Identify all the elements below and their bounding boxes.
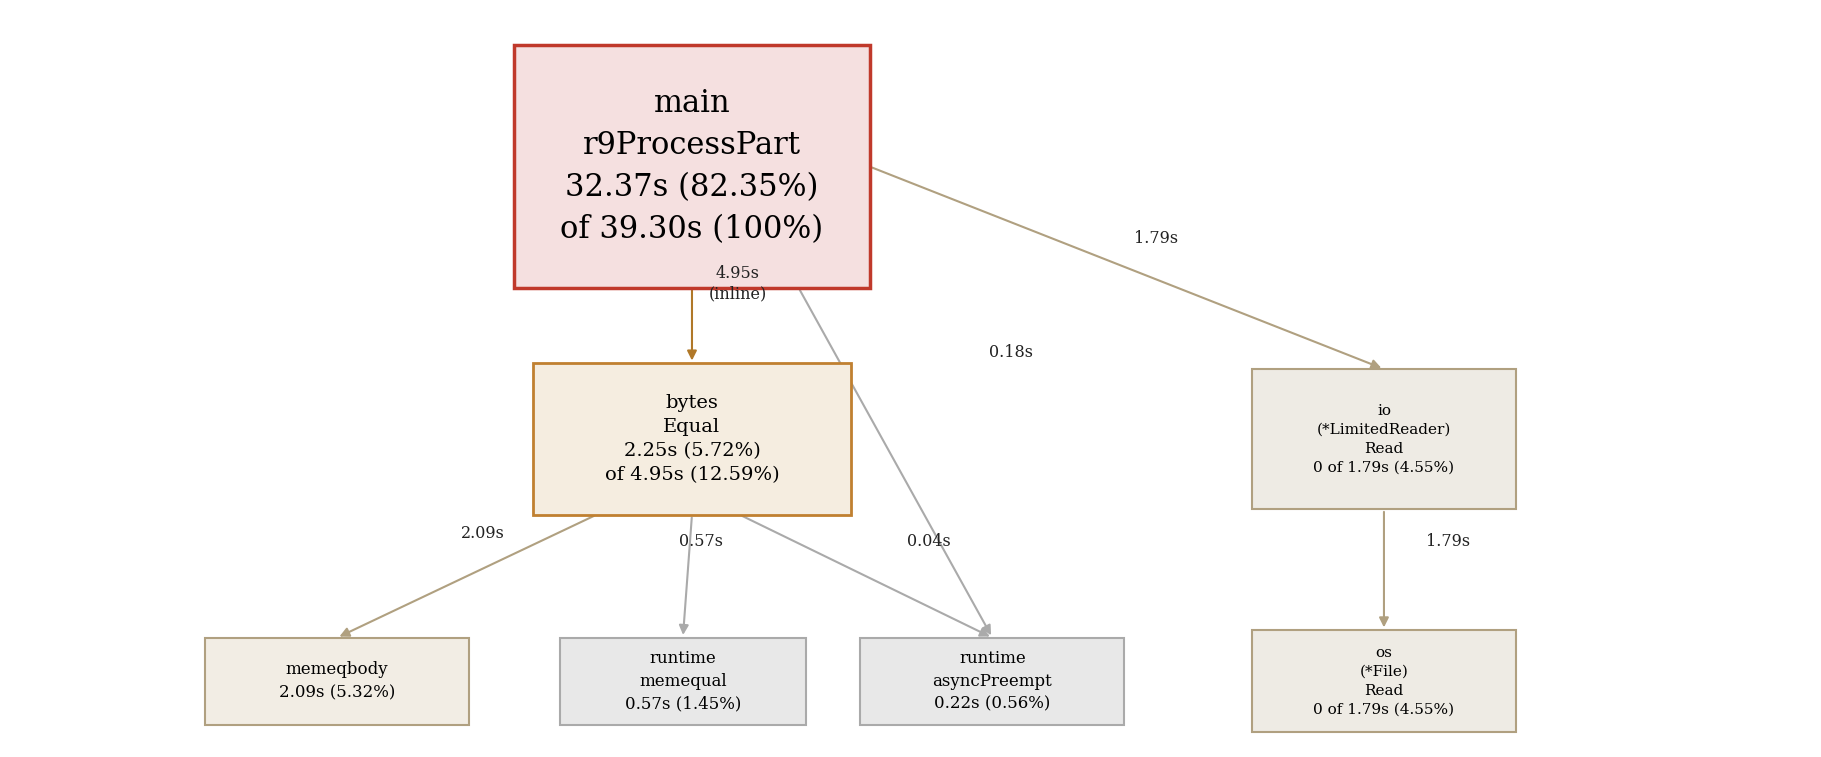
Text: 1.79s: 1.79s xyxy=(1134,230,1178,247)
Text: 2.09s: 2.09s xyxy=(461,525,504,542)
Text: main
r9ProcessPart
32.37s (82.35%)
of 39.30s (100%): main r9ProcessPart 32.37s (82.35%) of 39… xyxy=(561,89,823,245)
FancyBboxPatch shape xyxy=(861,637,1125,725)
Text: memeqbody
2.09s (5.32%): memeqbody 2.09s (5.32%) xyxy=(279,662,395,701)
Text: 4.95s
(inline): 4.95s (inline) xyxy=(708,265,767,303)
Text: runtime
asyncPreempt
0.22s (0.56%): runtime asyncPreempt 0.22s (0.56%) xyxy=(932,650,1053,712)
Text: 0.57s: 0.57s xyxy=(679,533,723,550)
Text: 0.18s: 0.18s xyxy=(989,344,1033,360)
FancyBboxPatch shape xyxy=(1253,630,1515,733)
FancyBboxPatch shape xyxy=(561,637,805,725)
Text: runtime
memequal
0.57s (1.45%): runtime memequal 0.57s (1.45%) xyxy=(625,650,741,712)
FancyBboxPatch shape xyxy=(204,637,470,725)
FancyBboxPatch shape xyxy=(515,45,870,288)
Text: 0.04s: 0.04s xyxy=(907,533,951,550)
FancyBboxPatch shape xyxy=(532,363,852,515)
Text: os
(*File)
Read
0 of 1.79s (4.55%): os (*File) Read 0 of 1.79s (4.55%) xyxy=(1313,646,1455,717)
FancyBboxPatch shape xyxy=(1253,369,1515,509)
Text: bytes
Equal
2.25s (5.72%)
of 4.95s (12.59%): bytes Equal 2.25s (5.72%) of 4.95s (12.5… xyxy=(605,394,779,484)
Text: io
(*LimitedReader)
Read
0 of 1.79s (4.55%): io (*LimitedReader) Read 0 of 1.79s (4.5… xyxy=(1313,403,1455,475)
Text: 1.79s: 1.79s xyxy=(1426,533,1470,550)
